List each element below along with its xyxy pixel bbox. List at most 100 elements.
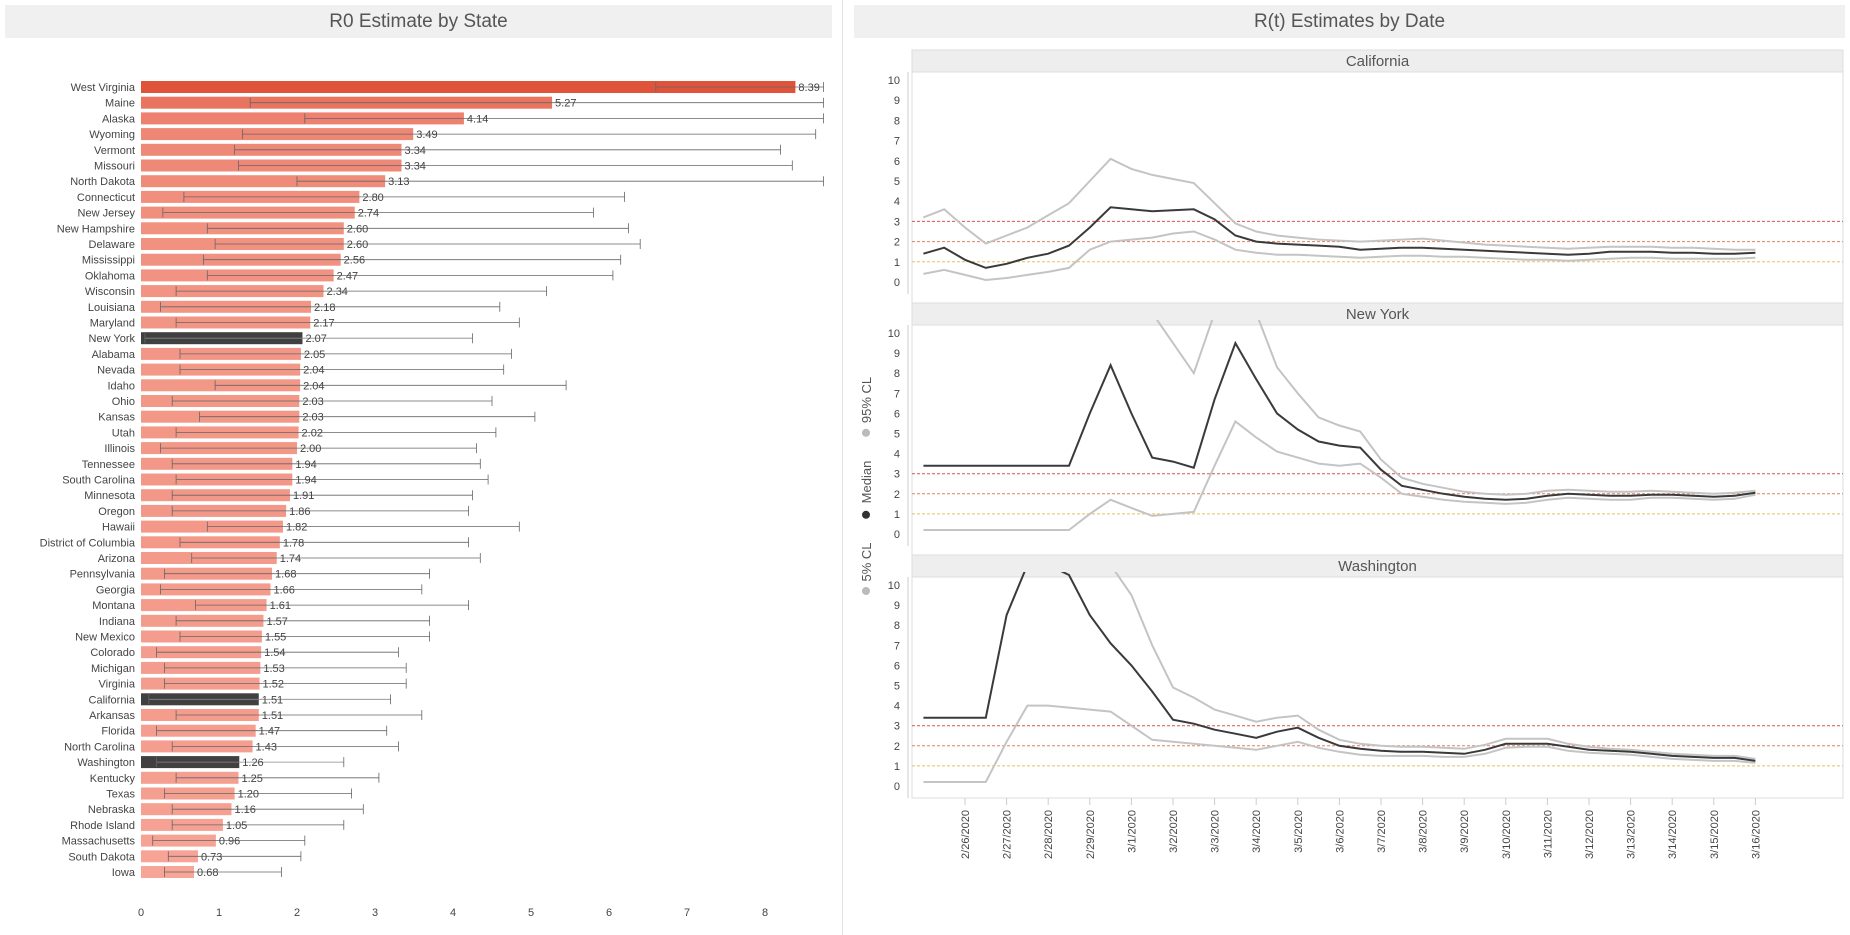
r0-value-label: 1.16 [234,804,255,816]
r0-value-label: 0.68 [197,867,218,879]
r0-state-label: South Carolina [62,475,136,487]
r0-state-label: New Mexico [75,632,135,644]
r0-value-label: 2.02 [302,427,323,439]
rt-x-tick-label: 3/16/2020 [1750,810,1762,859]
r0-value-label: 1.94 [295,459,316,471]
rt-y-tick-label: 1 [894,509,900,521]
r0-state-label: Georgia [96,584,136,596]
r0-value-label: 2.18 [314,302,335,314]
r0-state-label: Michigan [91,663,135,675]
r0-state-label: New Hampshire [57,223,135,235]
rt-y-tick-label: 3 [894,721,900,733]
rt-x-tick-label: 3/11/2020 [1542,810,1554,858]
rt-x-tick-label: 3/14/2020 [1667,810,1679,859]
rt-y-tick-label: 2 [894,489,900,501]
r0-state-label: Indiana [99,616,136,628]
rt-y-tick-label: 9 [894,348,900,360]
r0-state-label: Connecticut [77,192,135,204]
r0-state-label: Texas [106,789,135,801]
rt-legend-dot [862,587,870,595]
rt-panel-title: California [1346,53,1410,70]
r0-state-label: Illinois [104,443,135,455]
r0-state-label: Nebraska [88,804,136,816]
r0-x-tick-label: 1 [216,907,222,919]
r0-state-label: Kentucky [90,773,136,785]
r0-bar [141,81,796,93]
r0-value-label: 0.73 [201,851,222,863]
r0-state-label: North Dakota [70,176,136,188]
rt-legend-dot [862,428,870,437]
r0-x-tick-label: 7 [684,907,690,919]
r0-value-label: 1.52 [263,679,284,691]
rt-y-tick-label: 10 [888,580,900,592]
r0-value-label: 1.51 [262,710,283,722]
r0-state-label: Idaho [107,380,135,392]
rt-x-tick-label: 3/5/2020 [1293,810,1305,853]
panel-divider [842,0,843,935]
rt-plot-frame [911,49,1844,799]
r0-value-label: 1.53 [263,663,284,675]
r0-state-label: West Virginia [71,82,136,94]
r0-state-label: Delaware [89,239,135,251]
rt-y-tick-label: 6 [894,156,900,168]
r0-value-label: 2.34 [327,286,348,298]
rt-y-tick-label: 2 [894,237,900,249]
r0-state-label: Mississippi [82,255,135,267]
r0-value-label: 1.86 [289,506,310,518]
rt-y-tick-label: 4 [894,701,900,713]
rt-y-tick-label: 9 [894,600,900,612]
r0-x-tick-label: 2 [294,907,300,919]
r0-x-tick-label: 5 [528,907,534,919]
rt-panel-header [911,302,1844,326]
r0-value-label: 1.51 [262,694,283,706]
rt-ci95-line [923,157,1756,251]
r0-value-label: 1.20 [238,789,259,801]
r0-state-label: Minnesota [84,490,136,502]
rt-y-tick-label: 7 [894,640,900,652]
rt-x-tick-label: 2/28/2020 [1043,810,1055,859]
rt-x-tick-label: 3/2/2020 [1168,810,1180,853]
rt-y-tick-label: 5 [894,429,900,441]
rt-y-tick-label: 0 [894,277,900,289]
rt-y-tick-label: 1 [894,761,900,773]
r0-value-label: 1.91 [293,490,314,502]
r0-state-label: Arkansas [89,710,135,722]
r0-value-label: 2.47 [337,270,358,282]
rt-y-tick-label: 10 [888,328,900,340]
r0-value-label: 1.74 [280,553,301,565]
rt-y-tick-label: 5 [894,176,900,188]
r0-value-label: 3.13 [388,176,409,188]
r0-state-label: Louisiana [88,302,136,314]
rt-x-tick-label: 3/8/2020 [1418,810,1430,853]
right-panel-title-text: R(t) Estimates by Date [1253,10,1446,32]
r0-state-label: Washington [77,757,135,769]
rt-y-tick-label: 0 [894,781,900,793]
rt-x-tick-label: 3/7/2020 [1376,810,1388,853]
r0-value-label: 3.34 [405,161,426,173]
r0-state-label: Hawaii [102,522,135,534]
rt-y-tick-label: 7 [894,388,900,400]
r0-state-label: Alaska [102,113,136,125]
r0-value-label: 2.03 [302,396,323,408]
rt-ci95-line [1155,320,1756,496]
rt-y-tick-label: 3 [894,216,900,228]
r0-value-label: 2.60 [347,223,368,235]
r0-state-label: New Jersey [78,208,136,220]
rt-panel-title: New York [1346,306,1410,323]
r0-value-label: 2.00 [300,443,321,455]
rt-x-tick-label: 3/3/2020 [1210,810,1222,853]
r0-state-label: Massachusetts [62,836,136,848]
rt-ci5-line [923,419,1756,531]
r0-state-label: Maryland [90,318,135,330]
r0-value-label: 1.54 [264,647,285,659]
r0-value-label: 1.68 [275,569,296,581]
r0-state-label: Rhode Island [70,820,135,832]
r0-value-label: 2.17 [313,318,334,330]
rt-x-tick-label: 3/1/2020 [1126,810,1138,853]
rt-y-tick-label: 8 [894,115,900,127]
r0-state-label: Vermont [94,145,135,157]
rt-x-tick-label: 2/27/2020 [1002,810,1014,859]
r0-value-label: 1.57 [266,616,287,628]
